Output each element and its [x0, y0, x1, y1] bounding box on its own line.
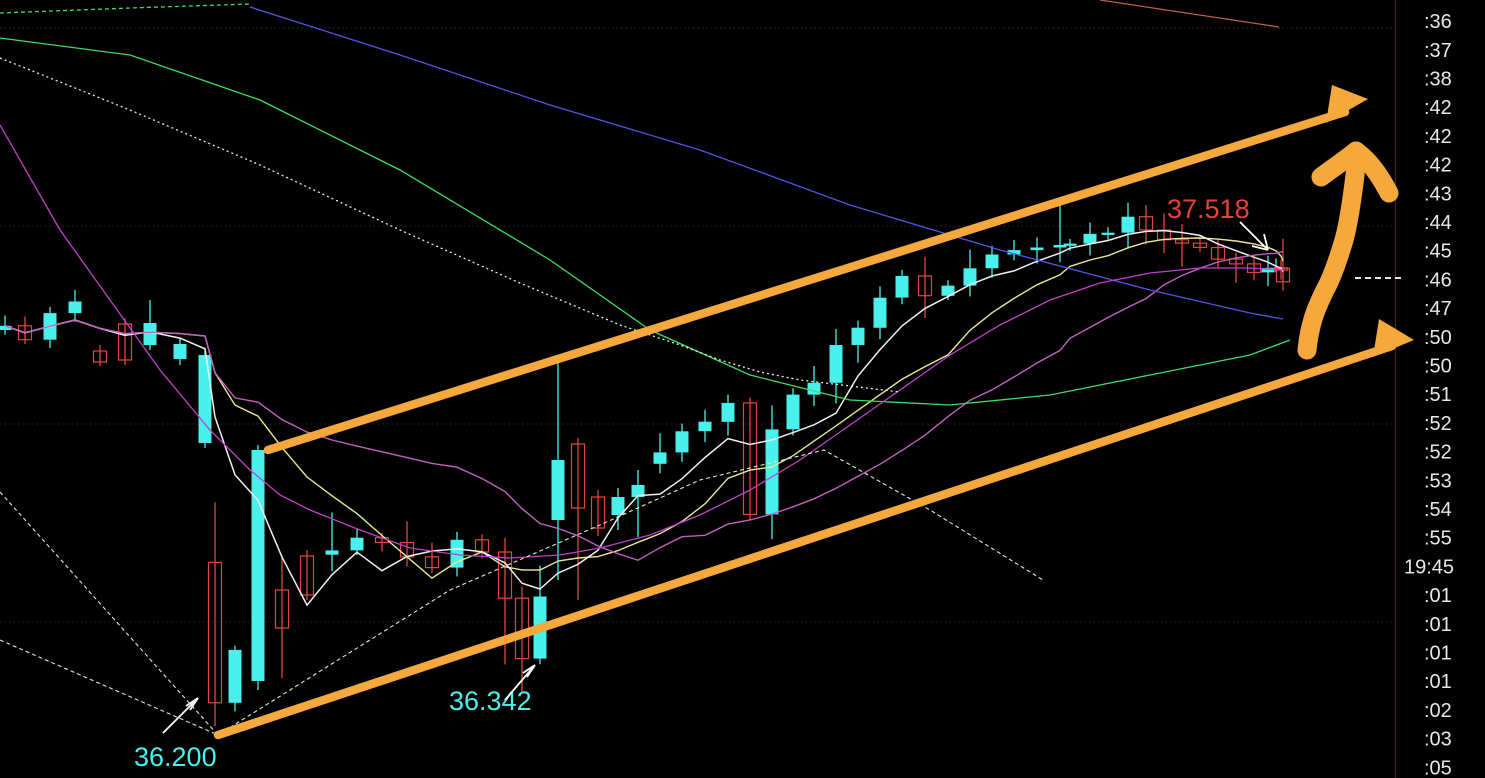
- svg-text::53: :53: [1424, 470, 1452, 492]
- svg-text:37.518: 37.518: [1167, 194, 1250, 224]
- svg-text:36.200: 36.200: [134, 742, 217, 772]
- svg-text::42: :42: [1424, 155, 1452, 177]
- svg-text::54: :54: [1424, 499, 1452, 521]
- svg-text::42: :42: [1424, 126, 1452, 148]
- svg-text:19:45: 19:45: [1404, 556, 1454, 578]
- svg-text::45: :45: [1424, 241, 1452, 263]
- svg-text::50: :50: [1424, 356, 1452, 378]
- svg-text::52: :52: [1424, 442, 1452, 464]
- svg-text::42: :42: [1424, 97, 1452, 119]
- svg-text::47: :47: [1424, 298, 1452, 320]
- svg-text::36: :36: [1424, 11, 1452, 33]
- svg-text::38: :38: [1424, 69, 1452, 91]
- svg-text::44: :44: [1424, 212, 1452, 234]
- svg-text::01: :01: [1424, 671, 1452, 693]
- svg-text::55: :55: [1424, 528, 1452, 550]
- svg-text::52: :52: [1424, 413, 1452, 435]
- svg-text::03: :03: [1424, 729, 1452, 751]
- svg-text:36.342: 36.342: [449, 686, 532, 716]
- svg-text::01: :01: [1424, 585, 1452, 607]
- svg-text::37: :37: [1424, 40, 1452, 62]
- svg-text::01: :01: [1424, 614, 1452, 636]
- svg-text::50: :50: [1424, 327, 1452, 349]
- svg-text::05: :05: [1424, 757, 1452, 778]
- svg-text::46: :46: [1424, 269, 1452, 291]
- svg-text::02: :02: [1424, 700, 1452, 722]
- svg-text::51: :51: [1424, 384, 1452, 406]
- svg-text::01: :01: [1424, 643, 1452, 665]
- svg-text::43: :43: [1424, 183, 1452, 205]
